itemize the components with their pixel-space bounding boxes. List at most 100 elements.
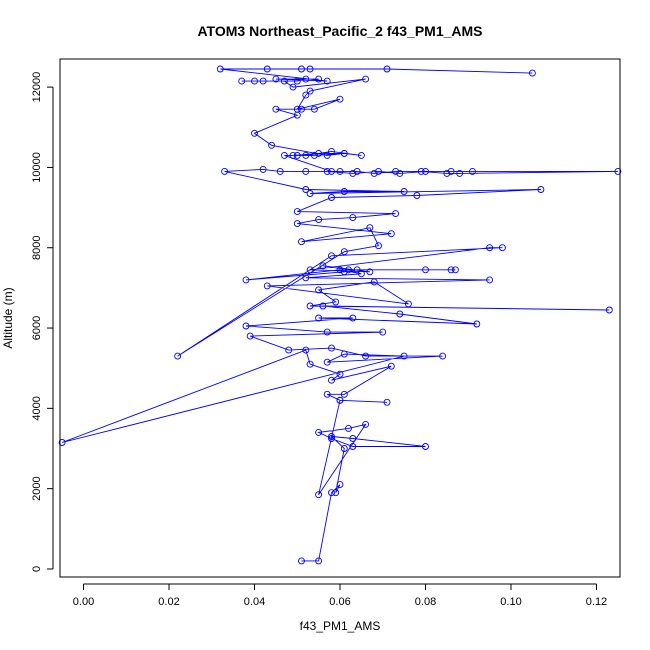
data-point	[174, 352, 182, 360]
data-point	[323, 328, 331, 336]
data-point	[259, 77, 267, 85]
data-point	[293, 208, 301, 216]
data-point	[238, 77, 246, 85]
data-point	[302, 151, 310, 159]
data-point	[332, 489, 340, 497]
x-tick-label: 0.06	[329, 596, 350, 608]
data-point	[336, 481, 344, 489]
data-point	[268, 141, 276, 149]
data-point	[251, 77, 258, 85]
data-point	[332, 298, 340, 306]
data-point	[298, 65, 305, 73]
data-point	[319, 302, 327, 310]
data-point	[306, 87, 314, 95]
data-point	[298, 557, 305, 565]
x-axis-label: f43_PM1_AMS	[300, 619, 381, 633]
data-point	[413, 192, 421, 199]
data-point	[345, 266, 352, 274]
data-point	[302, 186, 310, 193]
data-point	[306, 65, 314, 73]
x-axis: 0.00 0.02 0.04 0.06 0.08 0.10 0.12	[73, 583, 607, 608]
data-point	[349, 314, 357, 322]
data-point	[323, 390, 331, 398]
y-tick-label: 6000	[31, 316, 43, 340]
data-point	[340, 149, 348, 157]
data-point	[336, 266, 344, 274]
data-point	[443, 169, 451, 177]
data-point	[58, 439, 66, 446]
data-point	[340, 248, 348, 256]
data-point	[328, 344, 335, 352]
data-point	[216, 65, 224, 73]
data-point	[614, 167, 622, 175]
data-point	[387, 230, 395, 238]
data-point	[357, 151, 365, 159]
data-point	[537, 186, 545, 193]
y-axis: 0 2000 4000 6000 8000 10000 12000	[31, 72, 54, 572]
data-point	[315, 428, 323, 436]
plot-frame	[59, 58, 621, 578]
data-point	[328, 435, 335, 442]
data-point	[242, 276, 250, 284]
data-point	[400, 352, 408, 360]
data-point	[417, 167, 425, 175]
data-point	[328, 252, 335, 260]
data-point	[280, 77, 288, 85]
data-point	[242, 322, 250, 330]
data-point	[306, 302, 314, 310]
data-point	[306, 266, 314, 274]
x-tick-label: 0.04	[244, 596, 265, 608]
data-point	[336, 370, 344, 378]
data-point	[469, 167, 476, 175]
data-point	[396, 169, 404, 177]
data-point	[315, 286, 323, 294]
data-point	[353, 266, 361, 274]
data-point	[293, 220, 301, 228]
data-point	[605, 306, 613, 314]
data-point	[366, 224, 374, 232]
data-point	[366, 268, 374, 276]
data-point	[400, 188, 408, 195]
data-point	[392, 210, 400, 218]
data-point	[375, 167, 382, 175]
data-point	[387, 362, 395, 370]
data-point	[340, 390, 348, 398]
data-point	[473, 320, 481, 328]
x-tick-label: 0.08	[415, 596, 436, 608]
data-point	[310, 105, 318, 113]
data-lines	[61, 68, 618, 562]
data-point	[221, 167, 229, 175]
data-point	[298, 238, 305, 246]
data-point	[447, 266, 455, 274]
data-point	[336, 95, 344, 103]
data-point	[375, 242, 382, 250]
data-point	[349, 435, 357, 442]
data-point	[422, 266, 429, 274]
data-point	[298, 105, 305, 113]
data-point	[422, 167, 429, 175]
data-point	[345, 424, 352, 432]
data-point	[404, 300, 412, 308]
data-point	[349, 443, 357, 450]
data-point	[302, 346, 310, 354]
data-point	[315, 314, 323, 322]
data-point	[528, 69, 536, 77]
chart-title: ATOM3 Northeast_Pacific_2 f43_PM1_AMS	[197, 23, 482, 39]
data-point	[319, 262, 327, 270]
y-axis-label: Altitude (m)	[1, 287, 15, 348]
x-tick-label: 0.12	[586, 596, 607, 608]
data-point	[362, 420, 370, 428]
data-point	[396, 310, 404, 318]
data-point	[353, 167, 361, 175]
data-point	[336, 167, 344, 175]
data-point	[439, 352, 447, 360]
data-point	[302, 75, 310, 83]
data-point	[323, 358, 331, 366]
data-point	[323, 151, 331, 159]
data-point	[379, 328, 387, 336]
data-point	[340, 188, 348, 195]
x-tick-label: 0.02	[158, 596, 179, 608]
y-tick-label: 8000	[31, 235, 43, 259]
data-point	[328, 194, 335, 201]
